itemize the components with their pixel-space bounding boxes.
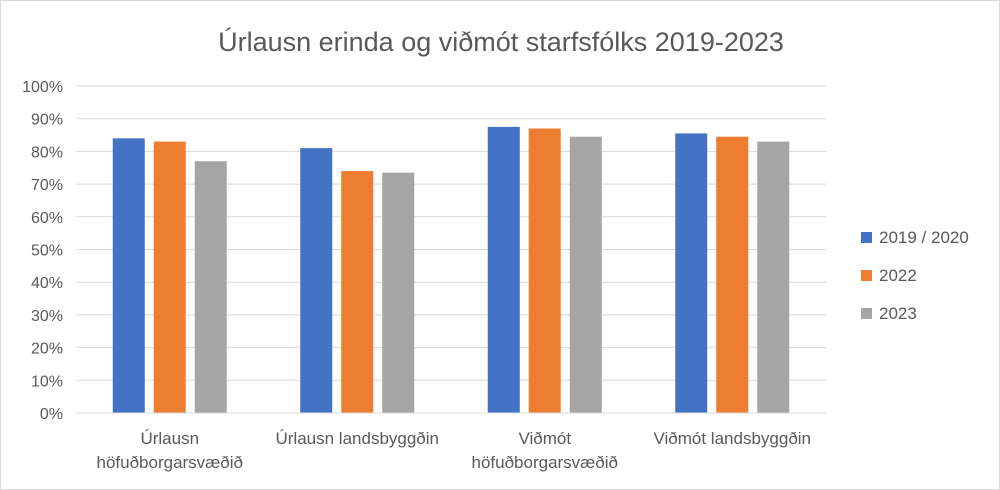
x-axis-categories: Úrlausn höfuðborgarsvæðið Úrlausn landsbyg…	[97, 429, 812, 472]
y-tick-label: 10%	[31, 373, 63, 390]
bar	[300, 148, 333, 413]
bars	[112, 126, 790, 414]
legend-swatch	[861, 270, 872, 281]
x-category-label: Viðmót	[518, 429, 571, 448]
legend: 2019 / 2020 2022 2023	[861, 228, 969, 323]
y-tick-label: 40%	[31, 275, 63, 292]
bar	[153, 141, 186, 413]
chart-title: Úrlausn erinda og viðmót starfsfólks 201…	[218, 26, 784, 57]
legend-swatch	[861, 232, 872, 243]
legend-label: 2023	[879, 304, 917, 323]
x-category-label: höfuðborgarsvæðið	[472, 453, 618, 472]
bar	[194, 161, 227, 413]
y-axis-ticks: 0% 10% 20% 30% 40% 50% 60% 70% 80% 90% 100%	[22, 79, 63, 423]
y-tick-label: 30%	[31, 308, 63, 325]
y-tick-label: 90%	[31, 112, 63, 129]
y-tick-label: 80%	[31, 144, 63, 161]
legend-label: 2019 / 2020	[879, 228, 969, 247]
x-category-label: Úrlausn landsbyggðin	[276, 429, 440, 448]
bar	[487, 126, 520, 413]
gridlines	[76, 85, 826, 381]
legend-label: 2022	[879, 266, 917, 285]
x-category-label: höfuðborgarsvæðið	[97, 453, 243, 472]
bar	[341, 171, 374, 413]
x-category-label: Úrlausn	[140, 429, 199, 448]
bar	[528, 128, 561, 413]
bar	[382, 172, 415, 413]
bar	[757, 141, 790, 413]
bar	[569, 136, 602, 413]
bar	[675, 133, 708, 414]
legend-swatch	[861, 308, 872, 319]
x-category-label: Viðmót landsbyggðin	[653, 429, 811, 448]
bar	[112, 138, 145, 413]
y-tick-label: 100%	[22, 79, 63, 96]
y-tick-label: 0%	[40, 406, 63, 423]
bar	[716, 136, 749, 413]
y-tick-label: 20%	[31, 341, 63, 358]
y-tick-label: 60%	[31, 210, 63, 227]
y-tick-label: 50%	[31, 243, 63, 260]
y-tick-label: 70%	[31, 177, 63, 194]
